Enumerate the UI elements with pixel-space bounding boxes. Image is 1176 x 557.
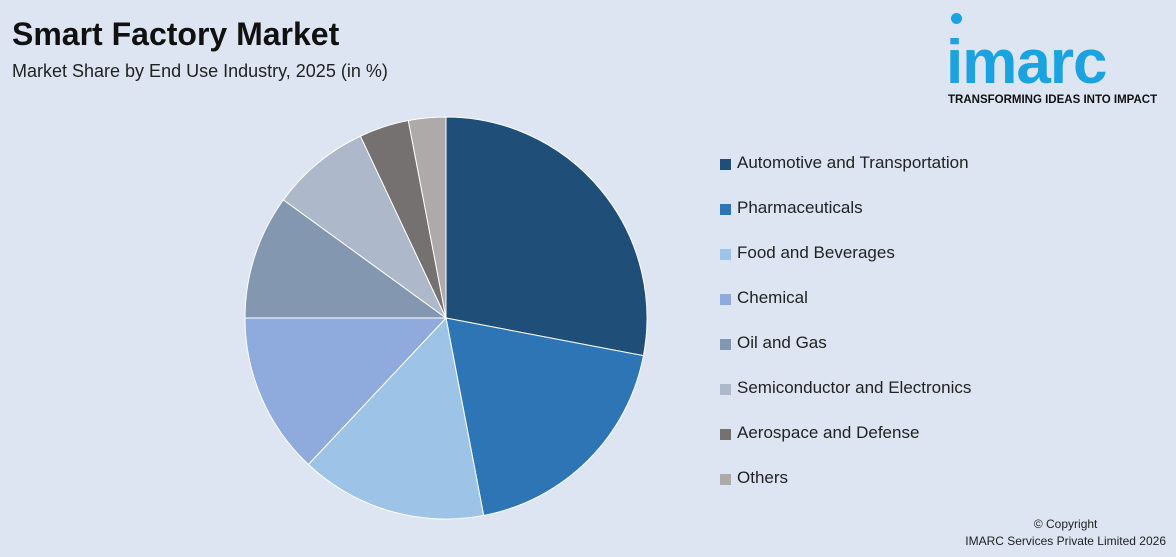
pie-slice-oil-and-gas bbox=[244, 199, 448, 319]
legend-swatch bbox=[720, 474, 731, 485]
legend-swatch bbox=[720, 294, 731, 305]
legend-swatch bbox=[720, 159, 731, 170]
pie-slice-others bbox=[407, 116, 447, 319]
legend-swatch bbox=[720, 429, 731, 440]
chart-title: Smart Factory Market bbox=[12, 16, 340, 52]
legend-item: Others bbox=[720, 468, 971, 513]
pie-slice-food-and-beverages bbox=[307, 316, 485, 520]
pie-slice-semiconductor-and-electronics bbox=[282, 135, 447, 319]
pie-slice-chemical bbox=[244, 317, 448, 466]
legend-item: Automotive and Transportation bbox=[720, 153, 971, 198]
legend-item: Pharmaceuticals bbox=[720, 198, 971, 243]
imarc-logo: imarc TRANSFORMING IDEAS INTO IMPACT bbox=[944, 10, 1170, 110]
legend-label: Automotive and Transportation bbox=[737, 153, 969, 172]
legend-item: Semiconductor and Electronics bbox=[720, 378, 971, 423]
legend-swatch bbox=[720, 249, 731, 260]
legend-swatch bbox=[720, 384, 731, 395]
legend-item: Aerospace and Defense bbox=[720, 423, 971, 468]
copyright-line: © Copyright bbox=[1033, 517, 1098, 531]
copyright-notice: © Copyright IMARC Services Private Limit… bbox=[965, 516, 1166, 550]
legend-label: Chemical bbox=[737, 288, 808, 307]
chart-subtitle: Market Share by End Use Industry, 2025 (… bbox=[12, 61, 388, 81]
logo-wordmark: imarc bbox=[946, 28, 1107, 97]
pie-slice-pharmaceuticals bbox=[445, 317, 645, 517]
legend-swatch bbox=[720, 204, 731, 215]
legend-label: Oil and Gas bbox=[737, 333, 827, 352]
legend-label: Others bbox=[737, 468, 789, 487]
legend-item: Food and Beverages bbox=[720, 243, 971, 288]
legend-label: Food and Beverages bbox=[737, 243, 895, 262]
legend-swatch bbox=[720, 339, 731, 350]
logo-dot-icon bbox=[951, 13, 962, 24]
legend-item: Oil and Gas bbox=[720, 333, 971, 378]
legend-item: Chemical bbox=[720, 288, 971, 333]
pie-slice-automotive-and-transportation bbox=[445, 116, 648, 357]
legend-label: Semiconductor and Electronics bbox=[737, 378, 972, 397]
logo-tagline: TRANSFORMING IDEAS INTO IMPACT bbox=[948, 94, 1158, 106]
legend-label: Aerospace and Defense bbox=[737, 423, 920, 442]
chart-legend: Automotive and Transportation Pharmaceuti… bbox=[720, 153, 971, 513]
copyright-company: IMARC Services Private Limited 2026 bbox=[965, 534, 1166, 548]
legend-label: Pharmaceuticals bbox=[737, 198, 863, 217]
